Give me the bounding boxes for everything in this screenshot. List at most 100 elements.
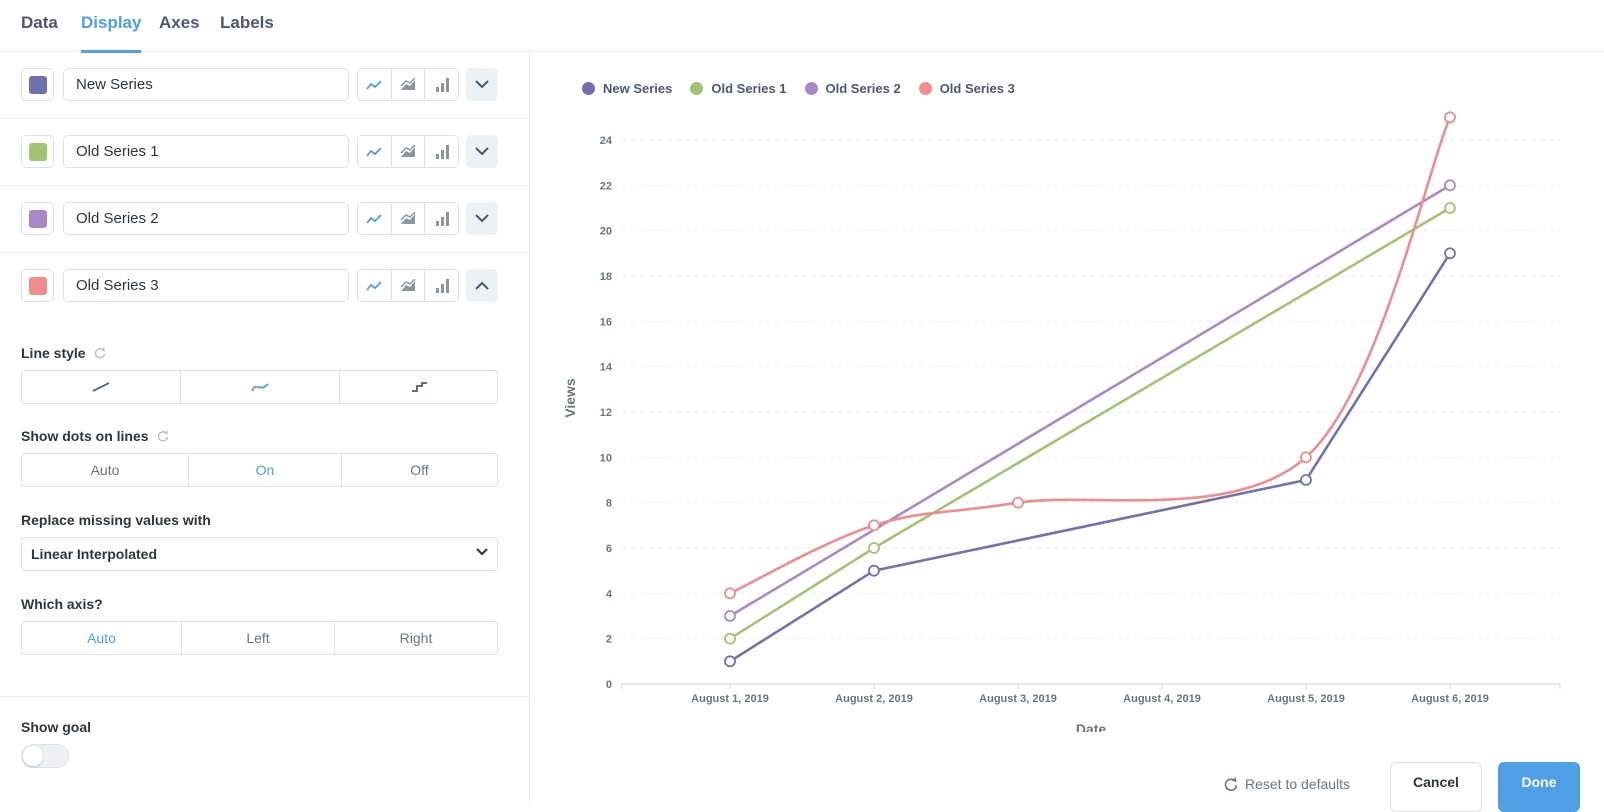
area-chart-icon: [400, 78, 416, 90]
legend-dot: [918, 82, 932, 95]
expand-series-button[interactable]: [466, 202, 498, 235]
area-chart-icon: [400, 279, 416, 291]
tab-labels[interactable]: Labels: [220, 13, 274, 32]
toggle-knob: [23, 746, 43, 766]
collapse-series-button[interactable]: [466, 269, 498, 302]
cancel-button[interactable]: Cancel: [1390, 762, 1482, 812]
series-color-picker[interactable]: [21, 68, 54, 101]
y-tick-label: 22: [600, 180, 612, 192]
expand-series-button[interactable]: [466, 135, 498, 168]
chart-type-toggle: [357, 68, 459, 101]
y-tick-label: 8: [606, 498, 612, 510]
area-chart-icon: [400, 145, 416, 157]
expand-series-button[interactable]: [466, 68, 498, 101]
y-tick-label: 6: [606, 543, 612, 555]
line-chart-button[interactable]: [358, 270, 392, 301]
bar-chart-icon: [435, 278, 449, 293]
chart-type-toggle: [357, 202, 459, 235]
data-point: [724, 655, 736, 668]
chevron-down-icon: [475, 147, 489, 156]
reset-to-defaults-link[interactable]: Reset to defaults: [1224, 776, 1350, 792]
reset-icon[interactable]: [94, 347, 106, 359]
bar-chart-icon: [435, 144, 449, 159]
data-point: [868, 564, 880, 577]
series-color-picker[interactable]: [21, 135, 54, 168]
reset-icon: [1224, 777, 1238, 791]
line-chart-button[interactable]: [358, 203, 392, 234]
missing-values-select[interactable]: Linear Interpolated: [21, 537, 498, 571]
x-tick-label: August 2, 2019: [835, 693, 913, 705]
chart-legend: New Series Old Series 1 Old Series 2 Old…: [582, 81, 1015, 96]
y-axis-title: Views: [562, 378, 578, 418]
line-style-step-option[interactable]: [340, 371, 497, 403]
line-chart-button[interactable]: [358, 69, 392, 100]
show-dots-toggle: Auto On Off: [21, 453, 498, 487]
area-chart-button[interactable]: [392, 136, 426, 167]
series-name-input[interactable]: [63, 269, 349, 302]
line-chart-icon: [366, 79, 382, 90]
data-point: [1444, 202, 1456, 214]
y-tick-label: 16: [600, 316, 612, 328]
series-name-input[interactable]: [63, 135, 349, 168]
bar-chart-button[interactable]: [425, 270, 458, 301]
tab-axes[interactable]: Axes: [159, 13, 200, 32]
bar-chart-button[interactable]: [425, 203, 458, 234]
area-chart-button[interactable]: [392, 270, 426, 301]
color-swatch: [29, 143, 47, 161]
line-chart-button[interactable]: [358, 136, 392, 167]
color-swatch: [29, 76, 47, 94]
done-button[interactable]: Done: [1498, 762, 1580, 812]
display-settings-panel: Line style Show dots on lines Auto On Of…: [0, 52, 530, 803]
show-dots-label-text: Show dots on lines: [21, 428, 149, 444]
y-tick-label: 12: [600, 407, 612, 419]
data-point: [868, 519, 880, 532]
curved-line-icon: [251, 383, 269, 392]
legend-item-old-series-1[interactable]: Old Series 1: [690, 81, 787, 96]
legend-item-old-series-3[interactable]: Old Series 3: [918, 81, 1015, 96]
area-chart-icon: [400, 212, 416, 224]
series-row-old-series-2: [0, 186, 529, 253]
axis-right-option[interactable]: Right: [399, 630, 433, 646]
y-tick-label: 24: [600, 135, 613, 147]
series-line: [729, 184, 1451, 618]
section-divider: [0, 696, 529, 697]
chart-type-toggle: [357, 269, 459, 302]
legend-item-new-series[interactable]: New Series: [582, 81, 672, 96]
line-style-toggle: [21, 370, 498, 404]
dots-auto-option[interactable]: Auto: [22, 454, 189, 486]
line-style-curved-option[interactable]: [181, 371, 340, 403]
legend-label: Old Series 1: [711, 81, 787, 96]
line-style-label: Line style: [21, 345, 106, 361]
x-tick-label: August 6, 2019: [1411, 693, 1489, 705]
tab-data[interactable]: Data: [21, 13, 58, 32]
series-color-picker[interactable]: [21, 202, 54, 235]
series-name-input[interactable]: [63, 202, 349, 235]
axis-left-option[interactable]: Left: [182, 622, 335, 654]
axis-auto-option[interactable]: Auto: [22, 622, 182, 654]
chart-type-toggle: [357, 135, 459, 168]
reset-icon[interactable]: [157, 430, 169, 442]
data-point: [1300, 474, 1312, 486]
dots-off-option[interactable]: Off: [410, 462, 429, 478]
legend-item-old-series-2[interactable]: Old Series 2: [804, 81, 901, 96]
legend-dot: [582, 82, 595, 95]
area-chart-button[interactable]: [392, 69, 426, 100]
show-goal-toggle[interactable]: [21, 744, 69, 768]
y-tick-label: 10: [600, 452, 612, 464]
line-style-straight-option[interactable]: [22, 371, 181, 403]
dots-on-option[interactable]: On: [189, 454, 342, 486]
bar-chart-button[interactable]: [425, 136, 458, 167]
series-color-picker[interactable]: [21, 269, 54, 302]
data-point: [724, 632, 736, 645]
x-tick-label: August 5, 2019: [1267, 693, 1345, 705]
tab-display[interactable]: Display: [81, 13, 142, 53]
legend-dot: [690, 82, 704, 95]
reset-label: Reset to defaults: [1245, 776, 1351, 792]
y-tick-label: 18: [600, 271, 612, 283]
settings-tabs: Data Display Axes Labels: [0, 0, 1604, 53]
data-point: [724, 587, 736, 600]
area-chart-button[interactable]: [392, 203, 426, 234]
y-tick-label: 4: [606, 588, 613, 600]
bar-chart-button[interactable]: [425, 69, 458, 100]
series-name-input[interactable]: [63, 68, 349, 101]
